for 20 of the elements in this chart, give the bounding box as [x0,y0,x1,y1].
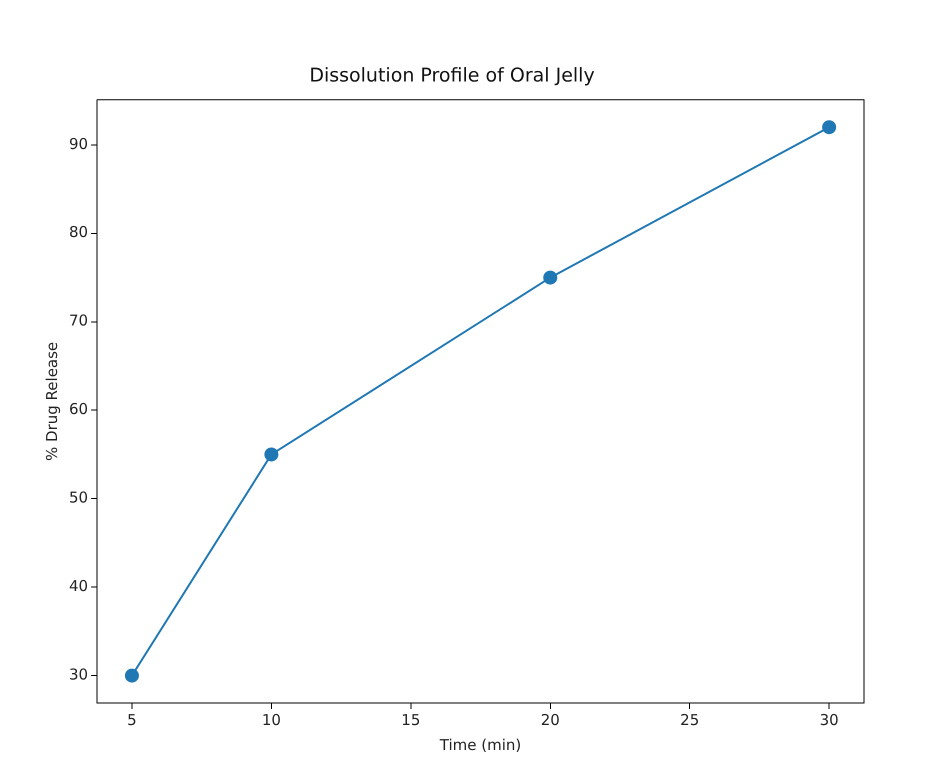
x-tick-label: 5 [127,710,137,729]
y-tick-label: 40 [68,577,88,596]
x-axis-title: Time (min) [438,736,522,754]
y-axis-title: % Drug Release [42,342,61,461]
y-tick-label: 50 [68,488,88,507]
x-tick-label: 15 [401,710,420,729]
y-tick-label: 30 [68,665,88,684]
point [822,120,836,134]
y-tick-label: 80 [68,223,88,242]
y-tick-label: 70 [68,312,88,330]
x-tick-label: 25 [680,710,700,729]
x-tick-label: 20 [540,710,560,729]
chart-title: Dissolution Profile of Oral Jelly [309,64,595,86]
point [264,447,278,462]
y-tick-label: 90 [68,134,88,153]
point [543,270,558,285]
x-tick-label: 10 [262,710,281,729]
y-tick-label: 60 [68,400,88,418]
x-tick-label: 30 [820,710,839,729]
point [124,668,139,683]
